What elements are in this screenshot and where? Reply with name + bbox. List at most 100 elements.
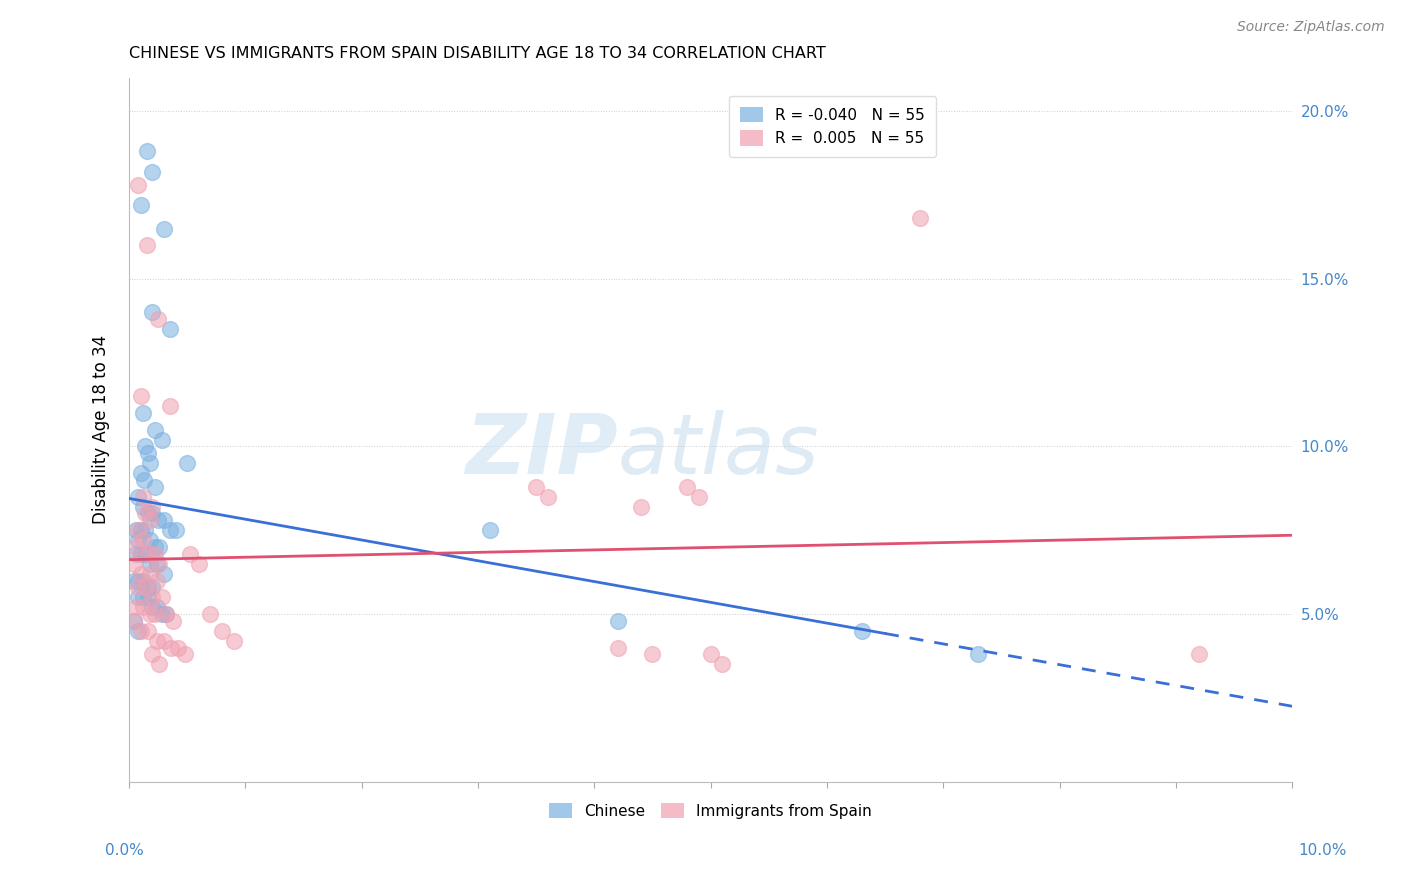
Point xyxy=(159,523,181,537)
Point xyxy=(122,614,145,628)
Text: 0.0%: 0.0% xyxy=(105,843,145,858)
Point xyxy=(139,513,162,527)
Point xyxy=(134,547,156,561)
Point xyxy=(159,399,181,413)
Point xyxy=(132,574,155,588)
Point xyxy=(153,566,176,581)
Point xyxy=(134,473,156,487)
Point xyxy=(211,624,233,638)
Point xyxy=(641,647,664,661)
Point xyxy=(139,557,162,571)
Point xyxy=(179,547,201,561)
Point xyxy=(676,480,699,494)
Point xyxy=(127,490,149,504)
Point xyxy=(122,557,145,571)
Point xyxy=(606,640,628,655)
Point xyxy=(150,607,173,621)
Point xyxy=(134,523,156,537)
Point xyxy=(148,540,170,554)
Point xyxy=(141,591,163,605)
Point xyxy=(129,566,152,581)
Point xyxy=(122,614,145,628)
Point xyxy=(165,523,187,537)
Point xyxy=(136,446,159,460)
Point xyxy=(200,607,222,621)
Point xyxy=(187,557,209,571)
Point xyxy=(143,607,166,621)
Point xyxy=(159,322,181,336)
Point xyxy=(606,614,628,628)
Point xyxy=(127,574,149,588)
Point xyxy=(136,580,159,594)
Point xyxy=(134,507,156,521)
Point xyxy=(146,633,169,648)
Point xyxy=(537,490,560,504)
Point xyxy=(129,624,152,638)
Point xyxy=(167,640,190,655)
Point xyxy=(155,607,177,621)
Point xyxy=(630,500,652,514)
Text: 10.0%: 10.0% xyxy=(1299,843,1347,858)
Point xyxy=(125,540,148,554)
Point xyxy=(851,624,873,638)
Point xyxy=(125,523,148,537)
Point xyxy=(127,624,149,638)
Point xyxy=(135,145,157,159)
Point xyxy=(160,640,183,655)
Point xyxy=(478,523,501,537)
Point xyxy=(141,305,163,319)
Point xyxy=(174,647,197,661)
Point xyxy=(135,238,157,252)
Point xyxy=(134,439,156,453)
Point xyxy=(141,647,163,661)
Point xyxy=(127,523,149,537)
Point xyxy=(162,614,184,628)
Point xyxy=(146,574,169,588)
Point xyxy=(148,557,170,571)
Point xyxy=(136,624,159,638)
Text: CHINESE VS IMMIGRANTS FROM SPAIN DISABILITY AGE 18 TO 34 CORRELATION CHART: CHINESE VS IMMIGRANTS FROM SPAIN DISABIL… xyxy=(129,46,825,62)
Point xyxy=(141,500,163,514)
Point xyxy=(127,580,149,594)
Point xyxy=(125,547,148,561)
Point xyxy=(132,600,155,615)
Point xyxy=(139,607,162,621)
Point xyxy=(148,657,170,672)
Text: ZIP: ZIP xyxy=(465,410,617,491)
Point xyxy=(134,580,156,594)
Point xyxy=(176,456,198,470)
Point xyxy=(125,600,148,615)
Point xyxy=(155,607,177,621)
Point xyxy=(146,600,169,615)
Point xyxy=(153,633,176,648)
Point xyxy=(150,591,173,605)
Point xyxy=(129,467,152,481)
Point xyxy=(688,490,710,504)
Point xyxy=(132,591,155,605)
Point xyxy=(967,647,990,661)
Point xyxy=(129,389,152,403)
Point xyxy=(143,480,166,494)
Legend: Chinese, Immigrants from Spain: Chinese, Immigrants from Spain xyxy=(543,797,877,825)
Point xyxy=(141,600,163,615)
Point xyxy=(699,647,721,661)
Point xyxy=(132,406,155,420)
Point xyxy=(132,500,155,514)
Text: atlas: atlas xyxy=(617,410,820,491)
Text: Source: ZipAtlas.com: Source: ZipAtlas.com xyxy=(1237,20,1385,34)
Point xyxy=(122,574,145,588)
Point xyxy=(129,547,152,561)
Point xyxy=(141,580,163,594)
Point xyxy=(153,221,176,235)
Point xyxy=(146,557,169,571)
Point xyxy=(139,533,162,548)
Point xyxy=(136,591,159,605)
Point xyxy=(132,533,155,548)
Point xyxy=(146,312,169,326)
Point xyxy=(1188,647,1211,661)
Point xyxy=(141,507,163,521)
Point xyxy=(143,423,166,437)
Point xyxy=(127,533,149,548)
Point xyxy=(153,513,176,527)
Point xyxy=(139,456,162,470)
